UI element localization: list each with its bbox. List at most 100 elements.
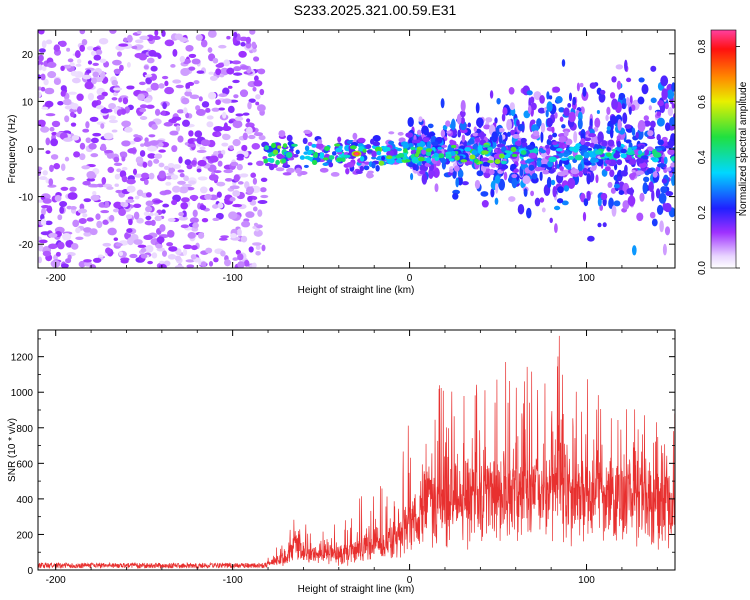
spectrogram-cell — [144, 220, 154, 226]
y-tick-label: -20 — [19, 240, 34, 251]
spectrogram-cell — [411, 139, 421, 144]
spectrogram-cell — [69, 186, 77, 192]
spectrogram-cell — [188, 180, 196, 185]
spectrogram-cell — [476, 170, 484, 177]
spectrogram-cell — [263, 158, 269, 164]
spectrogram-cell — [670, 155, 675, 162]
spectrogram-cell — [315, 142, 324, 150]
spectrogram-cell — [388, 131, 395, 135]
spectrogram-cell — [222, 111, 227, 119]
spectrogram-cell — [445, 120, 451, 127]
spectrogram-cell — [70, 111, 75, 118]
spectrogram-cell — [620, 148, 627, 154]
spectrogram-cell — [54, 194, 62, 202]
spectrogram-cell — [90, 137, 99, 144]
spectrogram-cell — [153, 158, 160, 164]
spectrogram-cell — [490, 188, 495, 198]
spectrogram-cell — [589, 167, 596, 172]
spectrogram-cell — [421, 149, 427, 155]
spectrogram-cell — [551, 179, 556, 186]
spectrogram-cell — [540, 158, 548, 166]
spectrogram-cell — [404, 159, 411, 163]
spectrogram-cell — [147, 145, 158, 152]
spectrogram-cell — [656, 111, 662, 117]
spectrogram-cell — [536, 160, 542, 167]
spectrogram-cell — [322, 157, 329, 161]
spectrogram-cell — [604, 166, 611, 172]
spectrogram-cell — [328, 162, 334, 168]
spectrogram-cell — [617, 176, 622, 182]
spectrogram-cell — [139, 150, 146, 157]
spectrogram-cell — [148, 172, 155, 180]
spectrogram-cell — [657, 100, 664, 107]
spectrogram-cell — [158, 263, 167, 268]
spectrogram-cell — [588, 133, 597, 138]
spectrogram-cell — [609, 92, 616, 99]
spectrogram-cell — [191, 245, 198, 251]
spectrogram-cell — [498, 133, 503, 145]
spectrogram-cell — [551, 126, 555, 134]
spectrogram-cell — [657, 139, 664, 146]
spectrogram-cell — [217, 202, 224, 209]
spectrogram-cell — [251, 262, 257, 268]
spectrogram-cell — [184, 159, 192, 166]
spectrogram-cell — [195, 108, 206, 116]
spectrogram-cell — [174, 255, 182, 262]
spectrogram-cell — [209, 155, 219, 163]
spectrogram-cell — [145, 200, 154, 207]
spectrogram-cell — [38, 256, 43, 264]
spectrogram-cell — [158, 170, 166, 179]
spectrogram-cell — [477, 145, 483, 152]
spectrogram-cell — [222, 98, 232, 104]
spectrogram-cell — [664, 122, 671, 132]
spectrogram-cell — [631, 127, 636, 137]
spectrogram-cell — [185, 88, 192, 92]
spectrogram-cell — [120, 151, 128, 159]
spectrogram-cell — [139, 177, 146, 182]
spectrogram-cell — [89, 228, 98, 236]
spectrogram-cell — [109, 30, 117, 34]
spectrogram-cell — [236, 163, 243, 171]
spectrogram-cell — [568, 111, 576, 123]
spectrogram-cell — [121, 166, 128, 171]
spectrogram-cell — [70, 122, 77, 127]
spectrogram-cell — [375, 164, 380, 172]
spectrogram-cell — [113, 156, 120, 163]
y-tick-label: -10 — [19, 193, 34, 204]
spectrogram-cell — [459, 110, 466, 118]
spectrogram-cell — [172, 79, 182, 84]
spectrogram-cell — [661, 136, 668, 142]
spectrogram-cell — [643, 115, 649, 121]
spectrogram-cell — [386, 157, 395, 165]
spectrogram-cell — [40, 73, 46, 81]
spectrogram-cell — [154, 108, 161, 116]
spectrogram-cell — [199, 186, 208, 194]
y-tick-label: 1200 — [11, 353, 34, 364]
spectrogram-cell — [227, 85, 233, 89]
y-tick-label: 400 — [16, 495, 33, 506]
spectrogram-cell — [189, 94, 200, 100]
spectrogram-cell — [107, 227, 117, 236]
spectrogram-cell — [49, 126, 55, 132]
spectrogram-cell — [386, 155, 393, 160]
y-tick-label: 0 — [27, 566, 33, 577]
spectrogram-cell — [75, 63, 82, 67]
spectrogram-cell — [148, 212, 154, 217]
spectrogram-cell — [483, 124, 491, 130]
spectrogram-cell — [669, 137, 675, 142]
spectrogram-cell — [180, 197, 190, 203]
spectrogram-cell — [45, 39, 53, 45]
spectrogram-cell — [219, 74, 225, 78]
spectrogram-cell — [136, 30, 142, 35]
spectrogram-cell — [260, 194, 269, 199]
spectrogram-cell — [155, 243, 163, 249]
spectrogram-cell — [100, 108, 110, 114]
spectrogram-cell — [207, 47, 213, 53]
spectrogram-cell — [248, 134, 256, 140]
spectrogram-cell — [227, 105, 235, 114]
spectrogram-cell — [187, 232, 196, 239]
spectrogram-cell — [649, 211, 656, 219]
spectrogram-cell — [539, 164, 549, 168]
spectrogram-cell — [136, 217, 144, 224]
colorbar-tick-label: 0.0 — [697, 261, 708, 275]
